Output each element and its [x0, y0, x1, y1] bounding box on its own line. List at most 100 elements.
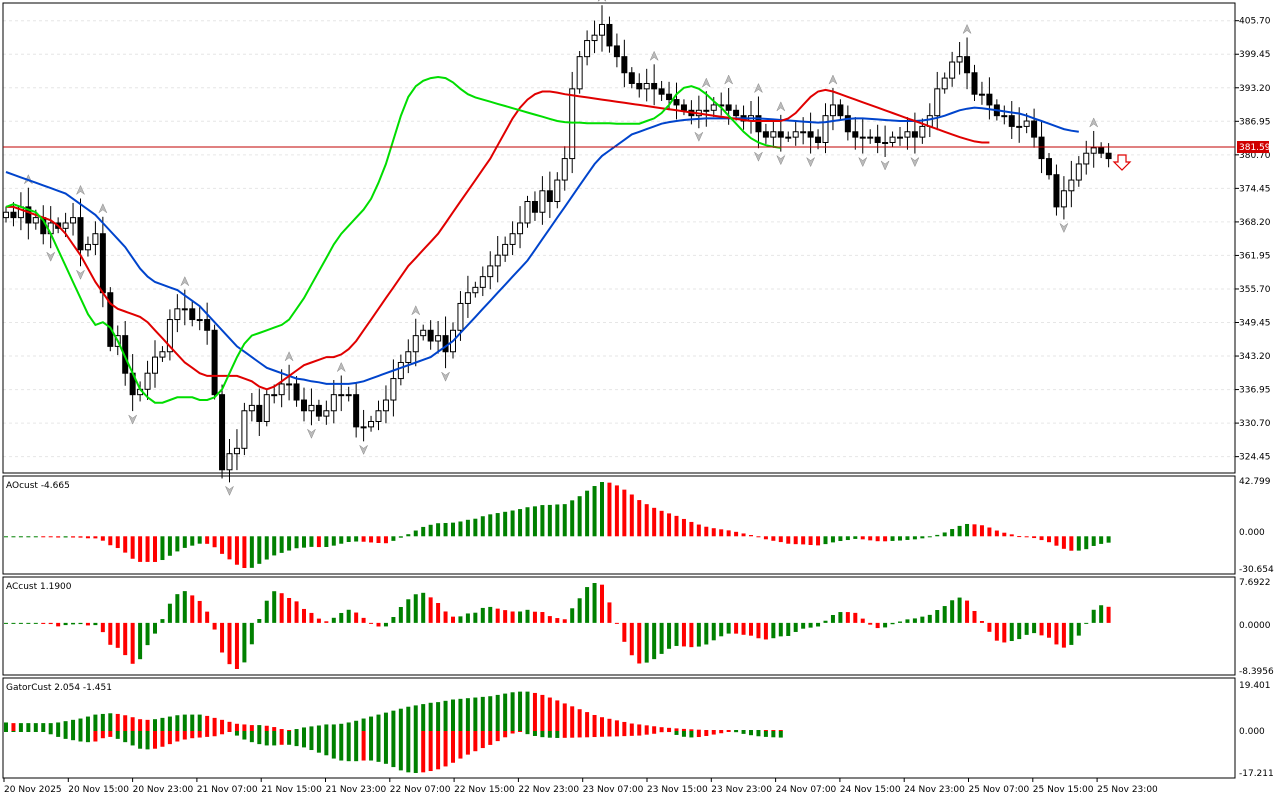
ao-bar	[510, 510, 515, 537]
ac-bar	[339, 612, 344, 623]
ao-bar	[979, 525, 984, 537]
candle-body	[643, 82, 650, 90]
ac-bar	[190, 595, 195, 623]
ao-bar	[249, 536, 254, 568]
ac-bar	[555, 618, 560, 623]
ac-bar	[532, 611, 537, 623]
candle-body	[330, 394, 337, 412]
ao-bar	[972, 524, 977, 537]
ac-bar	[108, 622, 113, 645]
gator-upper-bar	[48, 723, 53, 731]
gator-upper-bar	[741, 730, 746, 731]
time-tick-label: 21 Nov 23:00	[326, 785, 387, 795]
gator-lower-bar	[324, 731, 329, 756]
time-tick-label: 25 Nov 07:00	[969, 785, 1030, 795]
ac-bar	[1061, 622, 1066, 648]
candle-body	[211, 329, 218, 396]
ao-bar	[145, 536, 150, 562]
gator-upper-bar	[376, 714, 381, 731]
ac-bar	[689, 622, 694, 648]
ao-bar	[361, 536, 366, 542]
fractal-down-icon	[1059, 222, 1069, 234]
ac-bar	[1106, 606, 1111, 623]
ao-bar	[167, 536, 172, 556]
price-tick-label: 368.20	[1239, 218, 1271, 228]
gator-lower-bar	[205, 731, 210, 737]
candle-body	[248, 404, 255, 412]
candle-body	[628, 72, 635, 84]
ao-bar	[376, 536, 381, 543]
candle-body	[934, 88, 941, 117]
candle-body	[1001, 115, 1008, 118]
gator-lower-bar	[41, 731, 46, 732]
gator-lower-bar	[302, 731, 306, 748]
gator-lower-bar	[398, 731, 403, 771]
ao-bar	[994, 530, 999, 537]
ao-bar	[823, 536, 828, 545]
ac-bar	[890, 622, 895, 625]
gator-upper-bar	[570, 706, 575, 731]
fractal-up-icon	[597, 0, 607, 3]
ao-bar	[48, 536, 53, 538]
ao-bar	[398, 536, 403, 538]
gator-upper-bar	[480, 696, 485, 731]
gator-lower-bar	[778, 731, 783, 738]
gator-upper-bar	[756, 730, 761, 731]
time-axis: 20 Nov 2025 20 Nov 15:00 20 Nov 23:00 21 No…	[3, 778, 1158, 795]
candle-body	[3, 211, 9, 219]
candle-body	[382, 399, 389, 412]
ao-bar	[1069, 536, 1074, 551]
ao-bar	[26, 536, 31, 538]
gator-upper-bar	[205, 715, 210, 731]
gator-upper-bar	[421, 704, 426, 731]
ao-bar	[898, 536, 902, 541]
ao-bar	[93, 536, 98, 539]
ac-bar	[85, 622, 90, 626]
gator-upper-bar	[562, 703, 567, 731]
ac-bar	[681, 622, 686, 647]
time-tick-label: 20 Nov 23:00	[133, 785, 194, 795]
ao-bar	[965, 523, 970, 537]
gator-lower-bar	[674, 731, 679, 735]
gator-lower-bar	[167, 731, 172, 745]
gator-upper-bar	[778, 730, 783, 731]
ao-bar	[458, 521, 463, 537]
ao-bar	[227, 536, 232, 560]
gator-upper-bar	[18, 723, 23, 731]
ac-bar	[302, 608, 306, 623]
fractal-up-icon	[724, 74, 734, 85]
ao-bar	[853, 536, 858, 539]
gator-upper-bar	[11, 723, 16, 731]
fractal-up-icon	[284, 351, 294, 362]
gator-lower-bar	[309, 731, 314, 751]
gator-upper-bar	[197, 714, 202, 731]
ao-bar	[808, 536, 813, 546]
fractal-down-icon	[224, 485, 235, 496]
gator-lower-bar	[242, 731, 247, 740]
candle-body	[159, 351, 166, 358]
gator-upper-bar	[443, 700, 448, 731]
ac-bar	[242, 622, 247, 663]
ao-bar	[1061, 536, 1066, 549]
ac-bar	[1099, 605, 1104, 623]
price-tick-label: 386.95	[1239, 117, 1271, 127]
gator-upper-bar	[488, 696, 493, 731]
ao-bar	[562, 504, 567, 537]
ac-bar	[413, 594, 418, 623]
gator-lower-bar	[465, 731, 470, 755]
ac-bar	[659, 622, 664, 654]
gator-lower-bar	[622, 731, 627, 737]
gator-upper-bar	[555, 700, 560, 731]
ao-bar	[1106, 536, 1111, 543]
ao-bar	[749, 535, 753, 537]
candle-body	[755, 115, 762, 133]
candle-body	[353, 394, 360, 428]
ao-bar	[354, 536, 359, 542]
ac-bar	[115, 622, 120, 648]
candle-body	[166, 319, 173, 353]
ao-bar	[495, 513, 500, 537]
ac-bar	[726, 622, 731, 634]
ac-bar	[1054, 622, 1059, 645]
ao-bar	[324, 536, 329, 547]
candle-body	[815, 136, 822, 143]
